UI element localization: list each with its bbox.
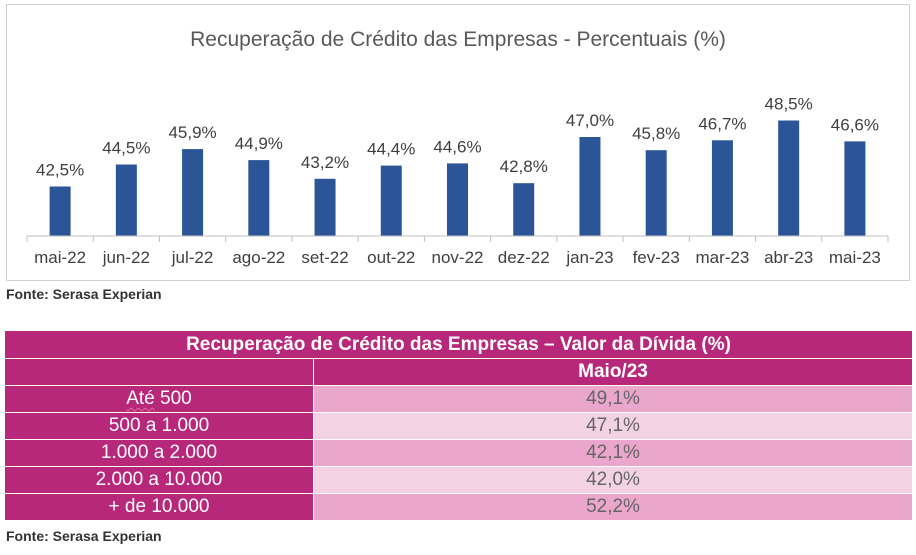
data-label-ago-22: 44,9% [235,134,283,153]
x-tick-label-ago-22: ago-22 [232,248,285,267]
chart-frame: Recuperação de Crédito das Empresas - Pe… [6,4,910,281]
x-tick-label-mai-22: mai-22 [34,248,86,267]
row-value: 52,2% [313,493,913,521]
bar-jul-22 [182,149,204,236]
debt-value-table: Recuperação de Crédito das Empresas – Va… [4,330,913,521]
row-value: 42,0% [313,466,913,494]
x-tick-label-jan-23: jan-23 [565,248,613,267]
row-value: 49,1% [313,385,913,413]
data-label-mai-22: 42,5% [36,161,84,180]
bar-dez-22 [513,183,535,236]
x-tick-label-mai-23: mai-23 [829,248,881,267]
table-source-note: Fonte: Serasa Experian [6,528,162,544]
data-label-abr-23: 48,5% [765,95,813,114]
bar-fev-23 [645,150,667,236]
row-label-first-word: Até [126,388,155,409]
table-column-header: Maio/23 [313,358,913,386]
bar-out-22 [380,165,402,236]
x-axis: mai-22 jun-22 jul-22 ago-22 set-22 out-22 nov-… [26,235,889,267]
table-row: 500 a 1.000 47,1% [4,412,913,440]
table-header-empty [4,358,314,386]
x-tick-label-fev-23: fev-23 [633,248,680,267]
bar-mai-23 [844,141,866,236]
data-label-fev-23: 45,8% [632,124,680,143]
bar-ago-22 [248,160,270,236]
row-label: 500 a 1.000 [4,412,314,440]
bar-jun-22 [115,164,137,236]
x-tick-label-nov-22: nov-22 [432,248,484,267]
table-row: 2.000 a 10.000 42,0% [4,466,913,494]
data-labels-layer: 42,5% 44,5% 45,9% 44,9% 43,2% 44,4% 44,6% 42,8%… [36,95,879,180]
data-label-jun-22: 44,5% [102,139,150,158]
data-label-mar-23: 46,7% [698,114,746,133]
bars-layer [49,120,866,236]
bar-mar-23 [711,140,733,236]
data-label-set-22: 43,2% [301,153,349,172]
x-tick-label-dez-22: dez-22 [498,248,550,267]
row-value: 47,1% [313,412,913,440]
bar-nov-22 [447,163,468,236]
x-tick-label-jul-22: jul-22 [171,248,214,267]
data-label-jul-22: 45,9% [168,123,216,142]
table-row: Até 500 49,1% [4,385,913,413]
row-value: 42,1% [313,439,913,467]
chart-source-note: Fonte: Serasa Experian [6,286,162,302]
x-tick-label-jun-22: jun-22 [102,248,150,267]
bar-abr-23 [778,120,800,236]
x-tick-label-set-22: set-22 [301,248,348,267]
chart-title: Recuperação de Crédito das Empresas - Pe… [190,28,726,51]
bar-mai-22 [49,186,71,236]
row-label: + de 10.000 [4,493,314,521]
row-label: 1.000 a 2.000 [4,439,314,467]
data-label-dez-22: 42,8% [500,157,548,176]
x-tick-label-mar-23: mar-23 [695,248,749,267]
x-tick-label-abr-23: abr-23 [764,248,813,267]
data-label-mai-23: 46,6% [831,115,879,134]
bar-jan-23 [579,137,601,236]
bar-set-22 [314,178,336,236]
bar-chart: Recuperação de Crédito das Empresas - Pe… [26,28,889,267]
table-title: Recuperação de Crédito das Empresas – Va… [4,330,913,359]
data-label-nov-22: 44,6% [433,137,481,156]
row-label: 2.000 a 10.000 [4,466,314,494]
row-label: Até 500 [4,385,314,413]
data-label-jan-23: 47,0% [566,111,614,130]
x-tick-label-out-22: out-22 [367,248,415,267]
table-row: + de 10.000 52,2% [4,493,913,521]
data-label-out-22: 44,4% [367,140,415,159]
table-row: 1.000 a 2.000 42,1% [4,439,913,467]
